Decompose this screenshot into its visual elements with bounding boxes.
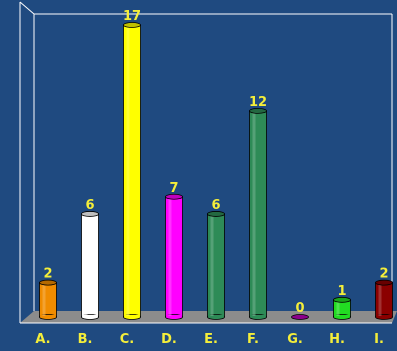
category-label-2: B.	[78, 332, 93, 347]
bar-2-top	[81, 211, 99, 217]
category-label-6: F.	[247, 332, 259, 347]
bar-2-seam	[82, 315, 98, 318]
value-label-6: 12	[249, 95, 267, 110]
category-label-7: G.	[287, 332, 303, 347]
bar-7	[291, 314, 309, 320]
bar-3-highlight	[126, 26, 130, 316]
value-label-1: 2	[43, 267, 52, 282]
bar-6-highlight	[252, 111, 256, 316]
bar-6-seam	[250, 315, 266, 318]
bar-6	[249, 107, 267, 320]
category-label-1: A.	[35, 332, 50, 347]
bar-4-seam	[166, 315, 182, 318]
value-label-7: 0	[295, 301, 304, 316]
bar-9-body	[375, 282, 393, 318]
bar-1-body	[39, 282, 57, 318]
bar-9-seam	[376, 315, 392, 318]
bar-5	[207, 211, 225, 320]
bar-2	[81, 211, 99, 320]
value-label-2: 6	[85, 198, 94, 213]
bar-3	[123, 22, 141, 320]
value-label-5: 6	[211, 198, 220, 213]
bar-7-top	[291, 314, 309, 320]
bar-3-seam	[124, 315, 140, 318]
bar-3-body	[123, 24, 141, 318]
value-label-3: 17	[123, 9, 141, 24]
bar-9	[375, 279, 393, 320]
category-label-9: I.	[374, 332, 384, 347]
category-labels: A. B. C. D. E. F. G. H. I.	[35, 332, 384, 347]
bar-9-highlight	[378, 283, 382, 316]
bar-5-highlight	[210, 214, 214, 316]
bar-8-seam	[334, 315, 350, 318]
bar-2-highlight	[84, 214, 88, 316]
bar-8-highlight	[336, 300, 340, 316]
bar-1-highlight	[42, 283, 46, 316]
bar-4-highlight	[168, 197, 172, 316]
bar-6-top	[249, 107, 267, 114]
bar-6-body	[249, 110, 267, 318]
bar-1-seam	[40, 315, 56, 318]
bar-4-body	[165, 196, 183, 318]
bar-1	[39, 279, 57, 320]
value-label-4: 7	[169, 181, 178, 196]
side-wall-top-edge	[19, 1, 35, 15]
bars	[39, 22, 393, 320]
bar-1-top	[39, 279, 57, 286]
bar-5-top	[207, 211, 225, 217]
bar-3-top	[123, 22, 141, 28]
bar-5-seam	[208, 315, 224, 318]
category-label-4: D.	[161, 332, 177, 347]
bar-2-body	[81, 213, 99, 318]
bar-4-top	[165, 193, 183, 200]
bar-8	[333, 296, 351, 320]
value-label-9: 2	[379, 267, 388, 282]
bar-4	[165, 193, 183, 320]
bar-5-body	[207, 213, 225, 318]
category-label-8: H.	[329, 332, 345, 347]
category-label-5: E.	[204, 332, 218, 347]
bar-9-top	[375, 279, 393, 286]
bar-8-top	[333, 296, 351, 303]
category-label-3: C.	[120, 332, 134, 347]
value-label-8: 1	[337, 284, 346, 299]
